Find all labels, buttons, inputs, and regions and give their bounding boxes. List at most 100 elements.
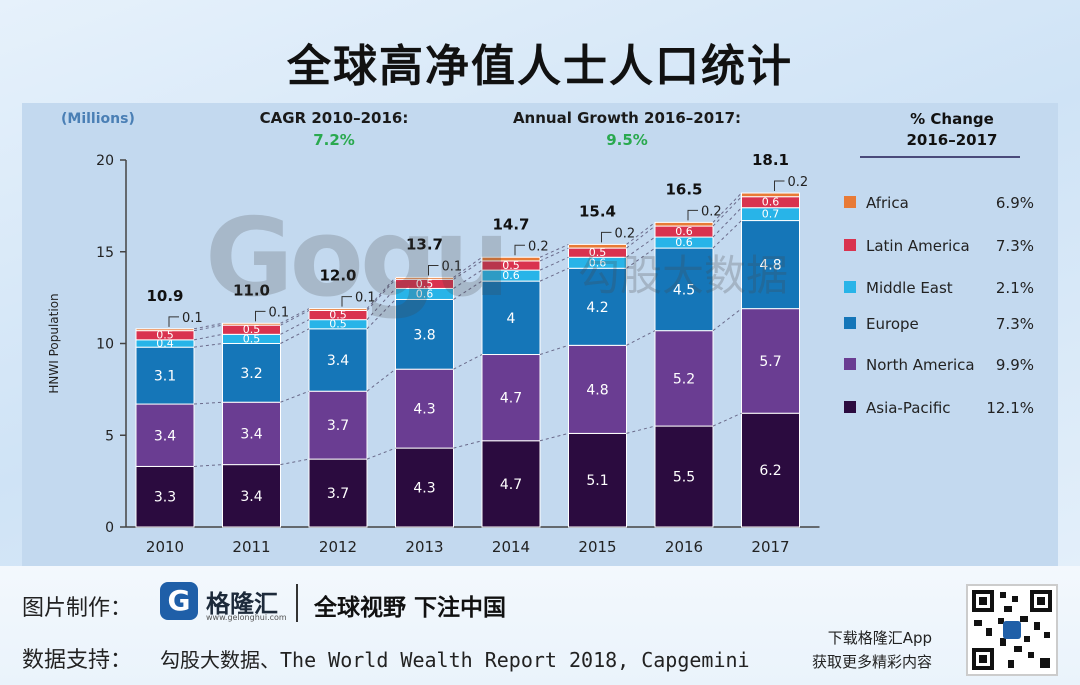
bar-segment (481, 280, 541, 356)
connector-line (712, 220, 742, 249)
connector-line (193, 333, 223, 341)
bar-value-label: 3.7 (327, 418, 349, 434)
callout-line (168, 316, 179, 327)
bar-value-label: 3.2 (240, 366, 262, 382)
legend-swatch (844, 196, 856, 208)
connector-line (626, 425, 656, 434)
x-tick-label: 2016 (665, 538, 703, 556)
bar-segment (481, 354, 541, 442)
bar-value-label: 4 (507, 311, 516, 327)
connector-line (280, 308, 310, 324)
bar-segment (308, 458, 368, 528)
bar-segment (395, 368, 454, 449)
x-tick-label: 2015 (578, 538, 616, 556)
page-title: 全球高净值人士人口统计 (287, 41, 793, 92)
bar-value-label: 3.7 (327, 486, 349, 502)
bar-value-label: 5.2 (673, 371, 695, 387)
connector-line (193, 464, 223, 467)
qr-code-icon[interactable] (966, 584, 1058, 676)
callout-line (428, 264, 439, 276)
bar-value-label: 4.8 (586, 382, 608, 398)
bar-value-label: 0.6 (762, 196, 780, 209)
connector-line (280, 458, 310, 466)
bar-value-label: 4.3 (413, 402, 435, 418)
legend-change: 7.3% (996, 237, 1034, 255)
bar-value-label: 0.5 (243, 323, 261, 336)
bar-segment (222, 401, 281, 466)
bar-segment (741, 192, 800, 198)
connector-line (193, 343, 223, 348)
bar-total-label: 13.7 (406, 235, 443, 253)
y-tick-label: 20 (96, 153, 114, 169)
bar-value-label: 4.2 (586, 300, 608, 316)
app-promo[interactable]: 下载格隆汇App 获取更多精彩内容 (812, 626, 932, 674)
bar-total-label: 16.5 (665, 180, 702, 198)
africa-value-label: 0.1 (182, 311, 203, 326)
source-text: 勾股大数据、The World Wealth Report 2018, Capg… (160, 648, 750, 672)
bar-segment (568, 243, 627, 249)
brand-logo-icon: G (160, 582, 198, 620)
bar-value-label: 0.5 (416, 277, 434, 290)
connector-line (626, 221, 656, 245)
bar-value-label: 0.5 (589, 246, 607, 259)
connector-line (366, 278, 396, 311)
legend-change: 6.9% (996, 194, 1034, 212)
y-tick-label: 0 (105, 520, 114, 536)
connector-line (280, 319, 310, 335)
cagr-value: 7.2% (313, 131, 355, 149)
legend-label: Latin America (866, 237, 970, 255)
connector-line (539, 243, 569, 258)
connector-line (280, 328, 310, 344)
legend-title-line2: 2016–2017 (907, 131, 998, 149)
bar-value-label: 4.7 (500, 391, 522, 407)
bar-segment (568, 267, 627, 346)
source-label: 数据支持： (22, 648, 133, 673)
connector-line (712, 308, 742, 332)
connector-line (453, 354, 483, 370)
y-tick-label: 15 (96, 245, 114, 261)
legend-swatch (844, 401, 856, 413)
annual-growth-label: Annual Growth 2016–2017: (513, 109, 741, 127)
legend-label: Africa (866, 194, 909, 212)
legend-change: 2.1% (996, 279, 1034, 297)
legend-label: Asia-Pacific (866, 399, 951, 417)
legend-label: North America (866, 356, 975, 374)
connector-line (712, 196, 742, 227)
bar-segment (395, 447, 454, 528)
bar-value-label: 0.6 (502, 269, 520, 282)
connector-line (539, 432, 569, 442)
y-tick-label: 10 (96, 337, 114, 353)
bar-total-label: 18.1 (752, 151, 789, 169)
bar-segment (741, 220, 800, 310)
bar-segment (654, 221, 714, 227)
connector-line (712, 207, 742, 238)
bar-segment (654, 247, 714, 332)
x-tick-label: 2013 (405, 538, 443, 556)
africa-value-label: 0.2 (528, 239, 549, 254)
africa-value-label: 0.2 (788, 175, 809, 190)
connector-line (539, 247, 569, 262)
cagr-label: CAGR 2010–2016: (260, 109, 409, 127)
bar-value-label: 6.2 (759, 463, 781, 479)
brand-url: www.gelonghui.com (206, 613, 287, 622)
bar-value-label: 0.5 (502, 259, 520, 272)
x-tick-label: 2014 (492, 538, 530, 556)
y-tick-label: 5 (105, 428, 114, 444)
bar-value-label: 5.1 (586, 473, 608, 489)
connector-line (453, 440, 483, 449)
bar-total-label: 10.9 (146, 287, 183, 305)
connector-line (626, 247, 656, 269)
bar-segment (481, 440, 541, 528)
bar-segment (308, 390, 368, 460)
legend-swatch (844, 317, 856, 329)
units-label: (Millions) (61, 111, 135, 127)
connector-line (712, 192, 742, 223)
bar-total-label: 12.0 (319, 267, 356, 285)
bar-value-label: 3.4 (240, 426, 262, 442)
bar-segment (395, 276, 454, 280)
connector-line (539, 256, 569, 271)
connector-line (366, 277, 396, 309)
bar-value-label: 0.5 (243, 332, 261, 345)
connector-line (712, 412, 742, 427)
africa-value-label: 0.1 (355, 291, 376, 306)
